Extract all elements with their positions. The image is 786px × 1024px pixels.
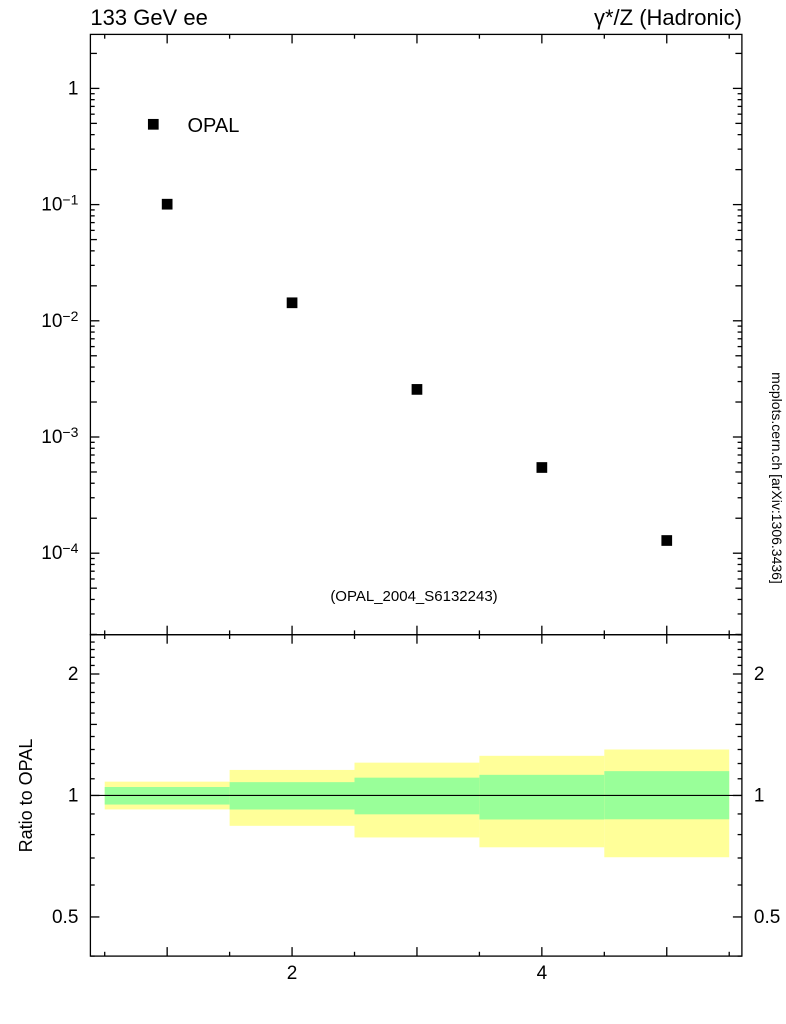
svg-text:1: 1 bbox=[68, 78, 79, 99]
svg-text:2: 2 bbox=[287, 963, 298, 984]
svg-text:4: 4 bbox=[537, 963, 548, 984]
svg-text:2: 2 bbox=[68, 664, 79, 685]
svg-text:Ratio to OPAL: Ratio to OPAL bbox=[16, 739, 36, 853]
svg-text:(OPAL_2004_S6132243): (OPAL_2004_S6132243) bbox=[330, 588, 497, 605]
svg-text:2: 2 bbox=[754, 664, 765, 685]
svg-text:0.5: 0.5 bbox=[754, 907, 780, 928]
svg-text:1: 1 bbox=[68, 785, 79, 806]
svg-text:γ*/Z (Hadronic): γ*/Z (Hadronic) bbox=[594, 5, 742, 30]
svg-text:0.5: 0.5 bbox=[52, 907, 78, 928]
svg-text:OPAL: OPAL bbox=[188, 115, 240, 137]
svg-text:133 GeV ee: 133 GeV ee bbox=[90, 5, 207, 30]
svg-text:mcplots.cern.ch [arXiv:1306.34: mcplots.cern.ch [arXiv:1306.3436] bbox=[769, 372, 785, 584]
svg-text:1: 1 bbox=[754, 785, 765, 806]
